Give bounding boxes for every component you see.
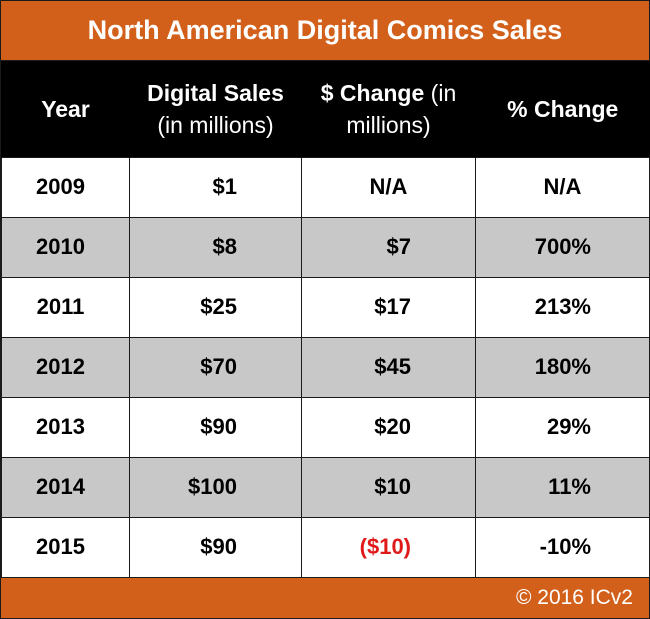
cell-year: 2013	[1, 396, 130, 458]
header-year-label: Year	[41, 95, 90, 122]
cell-year: 2009	[1, 156, 130, 218]
table-row: 2013 $90 $20 29%	[1, 396, 650, 458]
table-row: 2011 $25 $17 213%	[1, 276, 650, 338]
cell-percent-change: 180%	[475, 336, 650, 398]
header-digital-sales-line2: (in millions)	[157, 111, 274, 138]
cell-digital-sales: $1	[129, 156, 302, 218]
header-row: Year Digital Sales (in millions) $ Chang…	[1, 61, 650, 157]
cell-year: 2010	[1, 216, 130, 278]
table-title: North American Digital Comics Sales	[1, 1, 649, 61]
copyright-text: © 2016 ICv2	[515, 586, 633, 609]
cell-percent-change: 213%	[475, 276, 650, 338]
footer-bar: © 2016 ICv2	[1, 577, 649, 618]
sales-table: Year Digital Sales (in millions) $ Chang…	[1, 61, 650, 578]
table-row: 2012 $70 $45 180%	[1, 336, 650, 398]
header-year: Year	[1, 61, 130, 157]
header-dollar-change: $ Change (in millions)	[301, 61, 476, 157]
cell-dollar-change-negative: ($10)	[301, 516, 476, 578]
cell-percent-change: 29%	[475, 396, 650, 458]
header-dollar-change-light: (in	[424, 79, 457, 106]
cell-digital-sales: $90	[129, 516, 302, 578]
table-row: 2010 $8 $7 700%	[1, 216, 650, 278]
header-dollar-change-line2: millions)	[346, 111, 431, 138]
cell-digital-sales: $25	[129, 276, 302, 338]
cell-digital-sales: $90	[129, 396, 302, 458]
cell-digital-sales: $8	[129, 216, 302, 278]
cell-percent-change: 700%	[475, 216, 650, 278]
header-dollar-change-bold: $ Change	[320, 79, 425, 106]
header-percent-change: % Change	[475, 61, 650, 157]
cell-dollar-change: $10	[301, 456, 476, 518]
cell-percent-change: N/A	[475, 156, 650, 218]
cell-percent-change: 11%	[475, 456, 650, 518]
header-digital-sales-line1: Digital Sales	[147, 79, 284, 106]
cell-dollar-change: $20	[301, 396, 476, 458]
cell-digital-sales: $70	[129, 336, 302, 398]
cell-dollar-change: N/A	[301, 156, 476, 218]
header-percent-change-label: % Change	[507, 95, 619, 122]
cell-dollar-change: $7	[301, 216, 476, 278]
cell-year: 2014	[1, 456, 130, 518]
cell-digital-sales: $100	[129, 456, 302, 518]
table-row: 2009 $1 N/A N/A	[1, 156, 650, 218]
cell-year: 2011	[1, 276, 130, 338]
cell-year: 2015	[1, 516, 130, 578]
cell-percent-change: -10%	[475, 516, 650, 578]
header-digital-sales: Digital Sales (in millions)	[129, 61, 302, 157]
table-row: 2015 $90 ($10) -10%	[1, 516, 650, 578]
cell-year: 2012	[1, 336, 130, 398]
cell-dollar-change: $45	[301, 336, 476, 398]
table-row: 2014 $100 $10 11%	[1, 456, 650, 518]
cell-dollar-change: $17	[301, 276, 476, 338]
header-dollar-change-line1: $ Change (in	[302, 77, 475, 109]
